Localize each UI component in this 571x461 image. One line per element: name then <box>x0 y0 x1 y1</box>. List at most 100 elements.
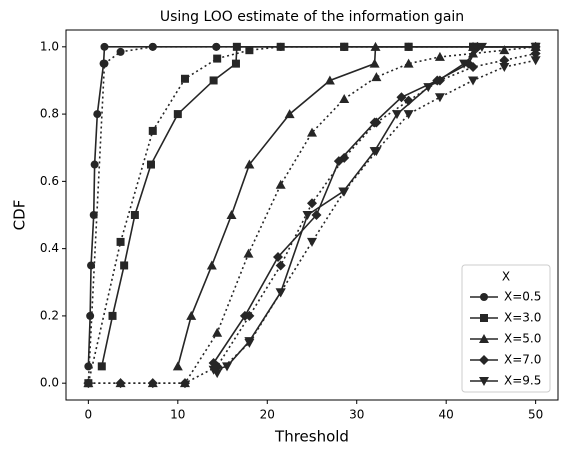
dotted-line <box>87 46 536 384</box>
marker <box>423 83 434 93</box>
marker <box>371 72 382 82</box>
x-tick-label: 30 <box>349 408 364 422</box>
marker <box>108 311 117 320</box>
legend-title: X <box>502 270 510 284</box>
marker <box>99 59 108 68</box>
marker <box>459 59 470 69</box>
marker <box>212 327 223 337</box>
marker <box>86 311 95 320</box>
marker <box>180 74 189 83</box>
marker <box>89 211 98 219</box>
legend-label: X=9.5 <box>504 374 541 388</box>
marker <box>100 42 109 51</box>
marker <box>245 46 254 55</box>
marker <box>403 58 414 68</box>
marker <box>403 95 414 106</box>
marker <box>84 362 93 371</box>
marker <box>206 260 217 270</box>
marker <box>468 76 479 86</box>
x-tick-label: 20 <box>260 408 275 422</box>
marker <box>275 179 286 189</box>
legend-label: X=5.0 <box>504 332 541 346</box>
chart-title: Using LOO estimate of the information ga… <box>160 9 464 25</box>
marker <box>307 198 317 209</box>
marker <box>476 42 487 52</box>
marker <box>499 55 510 66</box>
marker <box>148 126 157 135</box>
marker <box>340 42 349 51</box>
marker <box>370 41 381 51</box>
plot-frame <box>65 29 559 401</box>
marker <box>212 42 221 51</box>
marker <box>243 248 254 258</box>
marker <box>90 160 99 169</box>
marker <box>244 337 255 347</box>
y-tick-label: 0.2 <box>40 308 59 322</box>
marker <box>369 147 380 157</box>
y-tick-label: 1.0 <box>40 39 59 53</box>
marker <box>231 59 240 68</box>
marker <box>530 48 541 59</box>
marker <box>369 58 380 68</box>
marker <box>146 160 155 169</box>
marker <box>396 92 407 103</box>
x-axis-label: Threshold <box>274 428 349 446</box>
marker <box>324 75 335 85</box>
marker <box>307 127 317 137</box>
marker <box>284 109 295 119</box>
marker <box>115 378 126 389</box>
marker <box>338 187 349 197</box>
marker <box>186 310 197 320</box>
marker <box>116 237 125 246</box>
x-tick-label: 0 <box>85 408 93 422</box>
marker <box>480 293 488 301</box>
legend-label: X=3.0 <box>504 311 541 325</box>
marker <box>226 210 237 219</box>
marker <box>479 334 489 343</box>
marker <box>239 310 250 321</box>
marker <box>479 377 489 386</box>
y-tick-label: 0.4 <box>40 241 59 255</box>
marker <box>213 54 222 63</box>
marker <box>87 261 96 270</box>
marker <box>307 237 317 247</box>
marker <box>403 110 414 120</box>
marker <box>97 362 106 371</box>
y-axis-label: CDF <box>11 200 29 231</box>
marker <box>208 358 219 368</box>
marker <box>147 378 158 389</box>
marker <box>480 314 488 322</box>
marker <box>93 110 102 119</box>
marker <box>275 288 286 298</box>
marker <box>391 110 402 120</box>
marker <box>244 159 255 169</box>
marker <box>311 210 322 220</box>
marker <box>530 42 541 52</box>
marker <box>499 63 510 72</box>
x-tick-label: 50 <box>528 408 543 422</box>
marker <box>369 117 380 128</box>
marker <box>179 378 190 389</box>
marker <box>275 260 286 271</box>
marker <box>434 51 445 61</box>
marker <box>479 355 489 365</box>
marker <box>434 93 445 103</box>
marker <box>222 362 233 372</box>
legend-label: X=0.5 <box>504 290 541 304</box>
marker <box>130 211 139 219</box>
marker <box>148 42 157 51</box>
x-tick-label: 40 <box>439 408 454 422</box>
marker <box>172 361 183 371</box>
marker <box>208 365 219 375</box>
marker <box>116 47 125 56</box>
legend-label: X=7.0 <box>504 353 541 367</box>
marker <box>499 45 510 55</box>
y-tick-label: 0.0 <box>40 376 59 390</box>
marker <box>173 110 182 119</box>
marker <box>530 56 541 66</box>
marker <box>302 211 313 220</box>
marker <box>232 42 241 51</box>
marker <box>333 156 344 167</box>
marker <box>339 93 350 103</box>
